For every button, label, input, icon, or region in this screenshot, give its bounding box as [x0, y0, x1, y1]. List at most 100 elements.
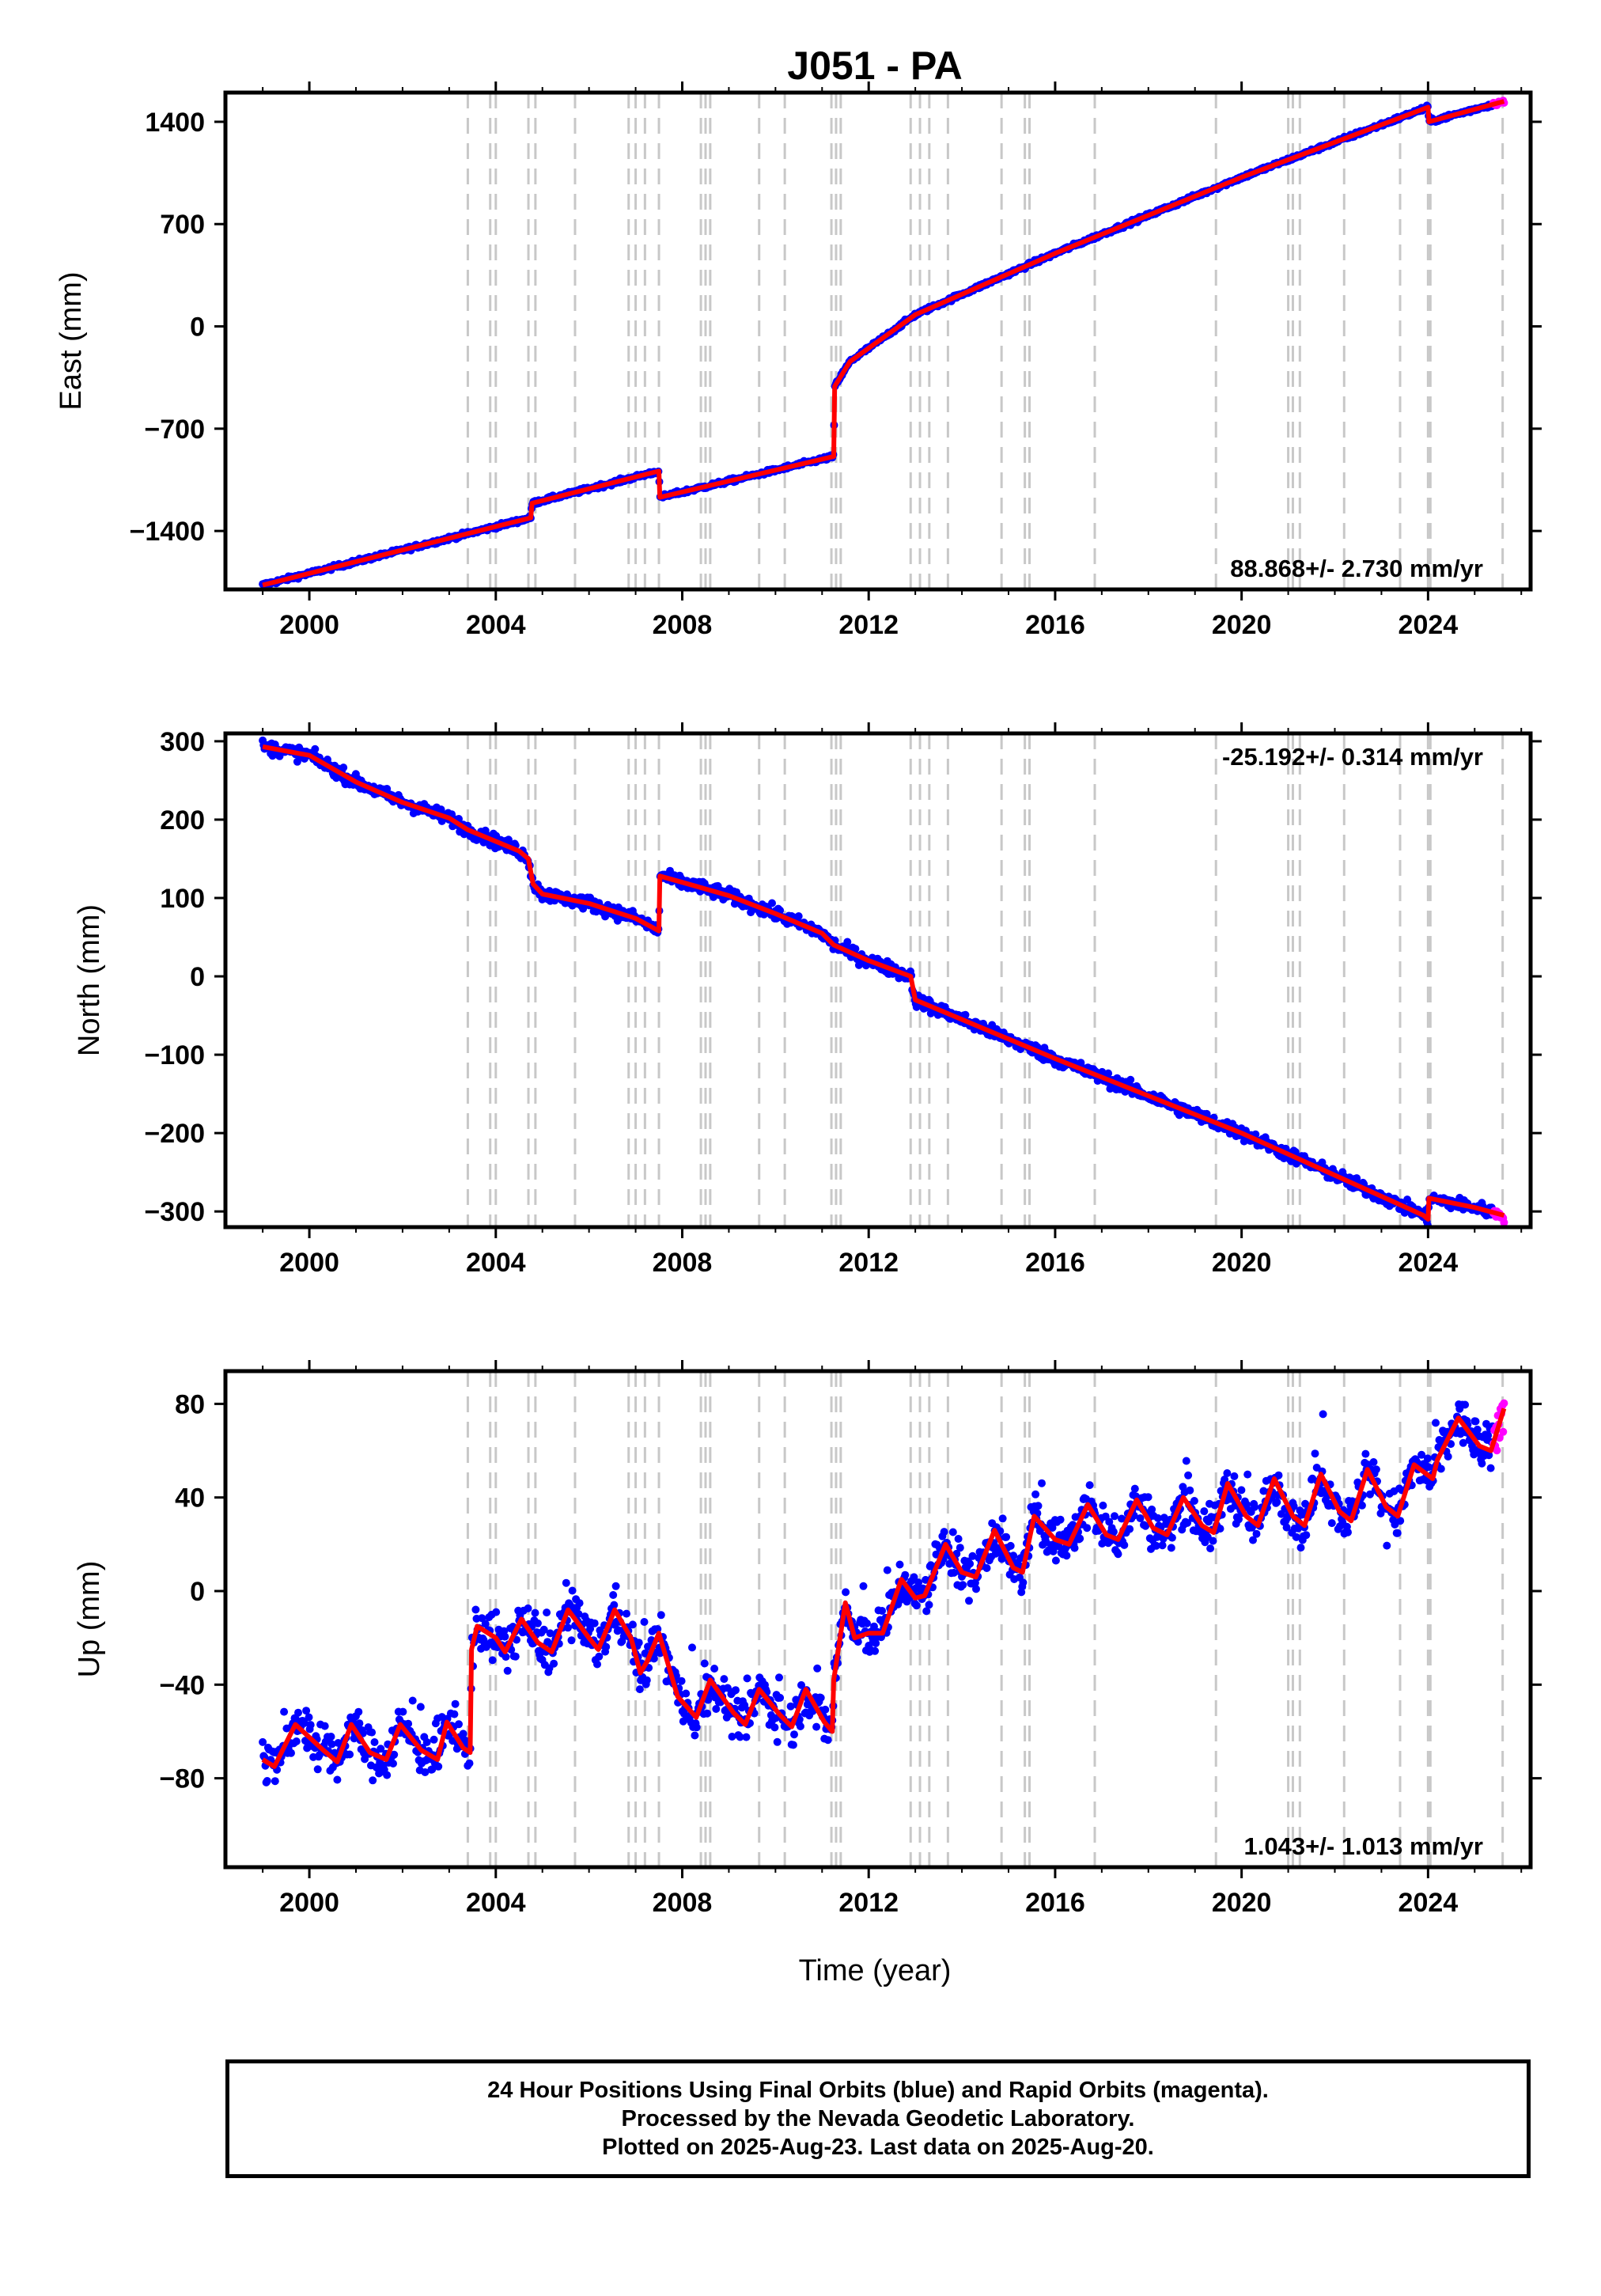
final-orbit-point: [511, 1652, 520, 1661]
x-tick-label: 2004: [466, 1248, 526, 1278]
y-tick-label: 200: [160, 805, 205, 835]
caption-line-2: Processed by the Nevada Geodetic Laborat…: [621, 2106, 1135, 2131]
caption-line-1: 24 Hour Positions Using Final Orbits (bl…: [487, 2078, 1269, 2103]
x-tick-label: 2016: [1025, 610, 1085, 640]
plot-frame: [223, 1369, 1533, 1870]
final-orbit-point: [1289, 1502, 1298, 1510]
final-orbit-point: [823, 1736, 832, 1745]
x-tick-label: 2004: [466, 1888, 526, 1918]
final-orbit-point: [968, 1552, 977, 1560]
final-orbit-point: [1038, 1479, 1046, 1487]
final-orbit-point: [922, 1607, 931, 1616]
final-orbit-point: [959, 1581, 967, 1589]
final-orbit-point: [331, 1749, 339, 1757]
final-orbit-point: [369, 1776, 377, 1785]
final-orbit-point: [1344, 1528, 1352, 1536]
final-orbit-point: [1083, 1524, 1092, 1533]
final-orbit-point: [339, 763, 348, 772]
final-orbit-point: [1251, 1502, 1259, 1511]
final-orbit-point: [732, 1686, 740, 1695]
final-orbit-point: [346, 1750, 354, 1759]
final-orbit-point: [1243, 1470, 1252, 1479]
final-orbit-point: [327, 1733, 335, 1741]
final-orbit-point: [1235, 1515, 1243, 1524]
y-tick-label: 40: [175, 1483, 205, 1514]
final-orbit-point: [644, 1642, 652, 1651]
final-orbit-point: [1153, 1514, 1162, 1522]
y-tick-label: 0: [190, 962, 205, 992]
y-tick-label: 0: [190, 1577, 205, 1607]
final-orbit-point: [567, 1636, 576, 1645]
final-orbit-point: [1209, 1536, 1217, 1545]
y-tick-label: 300: [160, 727, 205, 757]
final-orbit-point: [1223, 1469, 1232, 1477]
final-orbit-point: [1152, 1541, 1160, 1550]
final-orbit-point: [736, 1733, 744, 1741]
rapid-orbit-point: [1499, 1427, 1508, 1436]
final-orbit-point: [821, 1705, 830, 1714]
final-orbit-point: [408, 1696, 417, 1705]
final-orbit-point: [961, 1010, 970, 1019]
final-orbit-point: [1168, 1533, 1176, 1542]
final-orbit-point: [720, 1675, 729, 1684]
final-orbit-point: [728, 1733, 736, 1741]
event-lines: [466, 93, 1504, 589]
final-orbit-point: [635, 1685, 644, 1694]
y-tick-label: 80: [175, 1389, 205, 1419]
x-tick-label: 2020: [1212, 1248, 1272, 1278]
final-orbit-point: [1070, 1544, 1079, 1552]
final-orbit-point: [280, 1707, 289, 1716]
final-orbit-point: [982, 1564, 991, 1572]
final-orbit-point: [1417, 1450, 1426, 1459]
final-orbit-point: [972, 1585, 980, 1593]
final-orbit-point: [333, 1775, 342, 1784]
final-orbit-point: [1302, 1531, 1311, 1540]
final-orbit-point: [1062, 1552, 1071, 1560]
rapid-orbit-point: [1500, 1218, 1508, 1227]
final-orbit-point: [595, 1652, 604, 1661]
final-orbit-point: [1109, 1528, 1118, 1536]
event-lines: [466, 733, 1504, 1227]
final-orbit-point: [383, 1771, 392, 1779]
final-orbit-point: [1432, 1419, 1440, 1427]
final-orbit-point: [1319, 1410, 1327, 1419]
final-orbit-point: [910, 1573, 918, 1582]
final-orbit-point: [1056, 1515, 1065, 1524]
final-orbit-point: [1105, 1517, 1114, 1526]
final-orbit-point: [354, 1707, 363, 1716]
final-orbit-point: [1230, 1472, 1239, 1480]
final-orbit-point: [1158, 1541, 1167, 1550]
final-orbit-point: [451, 1699, 460, 1708]
final-orbit-point: [703, 1709, 712, 1718]
final-orbit-point: [700, 1659, 709, 1668]
y-tick-label: −80: [159, 1764, 205, 1794]
final-orbit-point: [1190, 1497, 1198, 1505]
final-orbit-point: [797, 1680, 805, 1689]
y-tick-label: −1400: [130, 517, 206, 547]
final-orbit-point: [776, 1693, 785, 1702]
rapid-orbit-point: [1500, 1399, 1508, 1408]
final-orbit-point: [790, 1730, 798, 1739]
final-orbit-point: [361, 1755, 369, 1764]
final-orbit-point: [1252, 1529, 1261, 1538]
final-orbit-point: [1114, 1550, 1122, 1559]
final-orbit-point: [1130, 1484, 1139, 1493]
final-orbit-point: [1126, 1525, 1134, 1533]
final-orbit-point: [370, 1738, 379, 1746]
final-orbit-point: [471, 1605, 480, 1614]
final-orbit-point: [1049, 1547, 1058, 1555]
x-tick-label: 2008: [653, 1248, 713, 1278]
final-orbit-point: [1361, 1449, 1370, 1458]
final-orbit-point: [311, 744, 320, 753]
x-tick-label: 2024: [1399, 1888, 1459, 1918]
final-orbit-point: [775, 1673, 783, 1682]
final-orbit-point: [300, 1718, 308, 1727]
x-tick-label: 2020: [1212, 1888, 1272, 1918]
final-orbit-point: [465, 1759, 474, 1767]
y-tick-label: 1400: [145, 108, 205, 138]
final-orbit-point: [771, 1714, 780, 1722]
y-axis: −1400 −700 0 700 1400: [130, 108, 1542, 547]
final-orbit-point: [925, 1601, 933, 1609]
final-orbit-point: [691, 1731, 699, 1740]
final-orbit-point: [293, 757, 301, 766]
